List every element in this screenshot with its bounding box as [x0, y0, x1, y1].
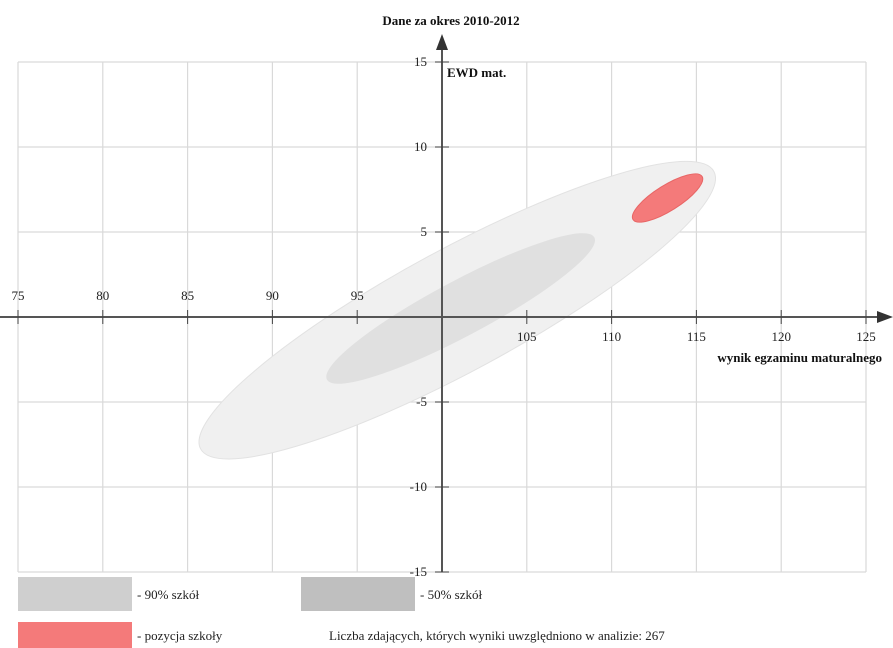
x-tick-label: 95 — [351, 288, 364, 303]
x-tick-label: 80 — [96, 288, 109, 303]
y-axis-arrow-icon — [436, 34, 448, 50]
legend-label-50: - 50% szkół — [420, 587, 482, 602]
region-50-percent — [326, 233, 596, 384]
x-tick-label: 105 — [517, 329, 537, 344]
y-tick-label: 10 — [414, 139, 427, 154]
legend-swatch-school — [18, 622, 132, 648]
x-tick-label: 110 — [602, 329, 621, 344]
x-tick-label: 115 — [687, 329, 706, 344]
x-tick-label: 125 — [856, 329, 876, 344]
y-tick-label: 5 — [421, 224, 428, 239]
regions — [198, 160, 717, 460]
legend-swatch-90 — [18, 577, 132, 611]
legend: - 90% szkół - 50% szkół - pozycja szkoły… — [18, 577, 665, 648]
legend-label-school: - pozycja szkoły — [137, 628, 223, 643]
sample-count-note: Liczba zdających, których wyniki uwzględ… — [329, 628, 665, 643]
axes — [0, 34, 893, 572]
y-tick-label: -5 — [416, 394, 427, 409]
y-tick-label: -10 — [410, 479, 427, 494]
legend-label-90: - 90% szkół — [137, 587, 199, 602]
x-tick-label: 75 — [12, 288, 25, 303]
legend-swatch-50 — [301, 577, 415, 611]
chart-title: Dane za okres 2010-2012 — [382, 13, 519, 28]
y-tick-label: -15 — [410, 564, 427, 579]
x-axis-arrow-icon — [877, 311, 893, 323]
x-tick-label: 90 — [266, 288, 279, 303]
x-axis-label: wynik egzaminu maturalnego — [717, 350, 882, 365]
x-tick-label: 85 — [181, 288, 194, 303]
y-tick-label: 15 — [414, 54, 427, 69]
x-tick-label: 120 — [771, 329, 791, 344]
y-axis-label: EWD mat. — [447, 65, 506, 80]
school-position-marker — [631, 173, 704, 223]
